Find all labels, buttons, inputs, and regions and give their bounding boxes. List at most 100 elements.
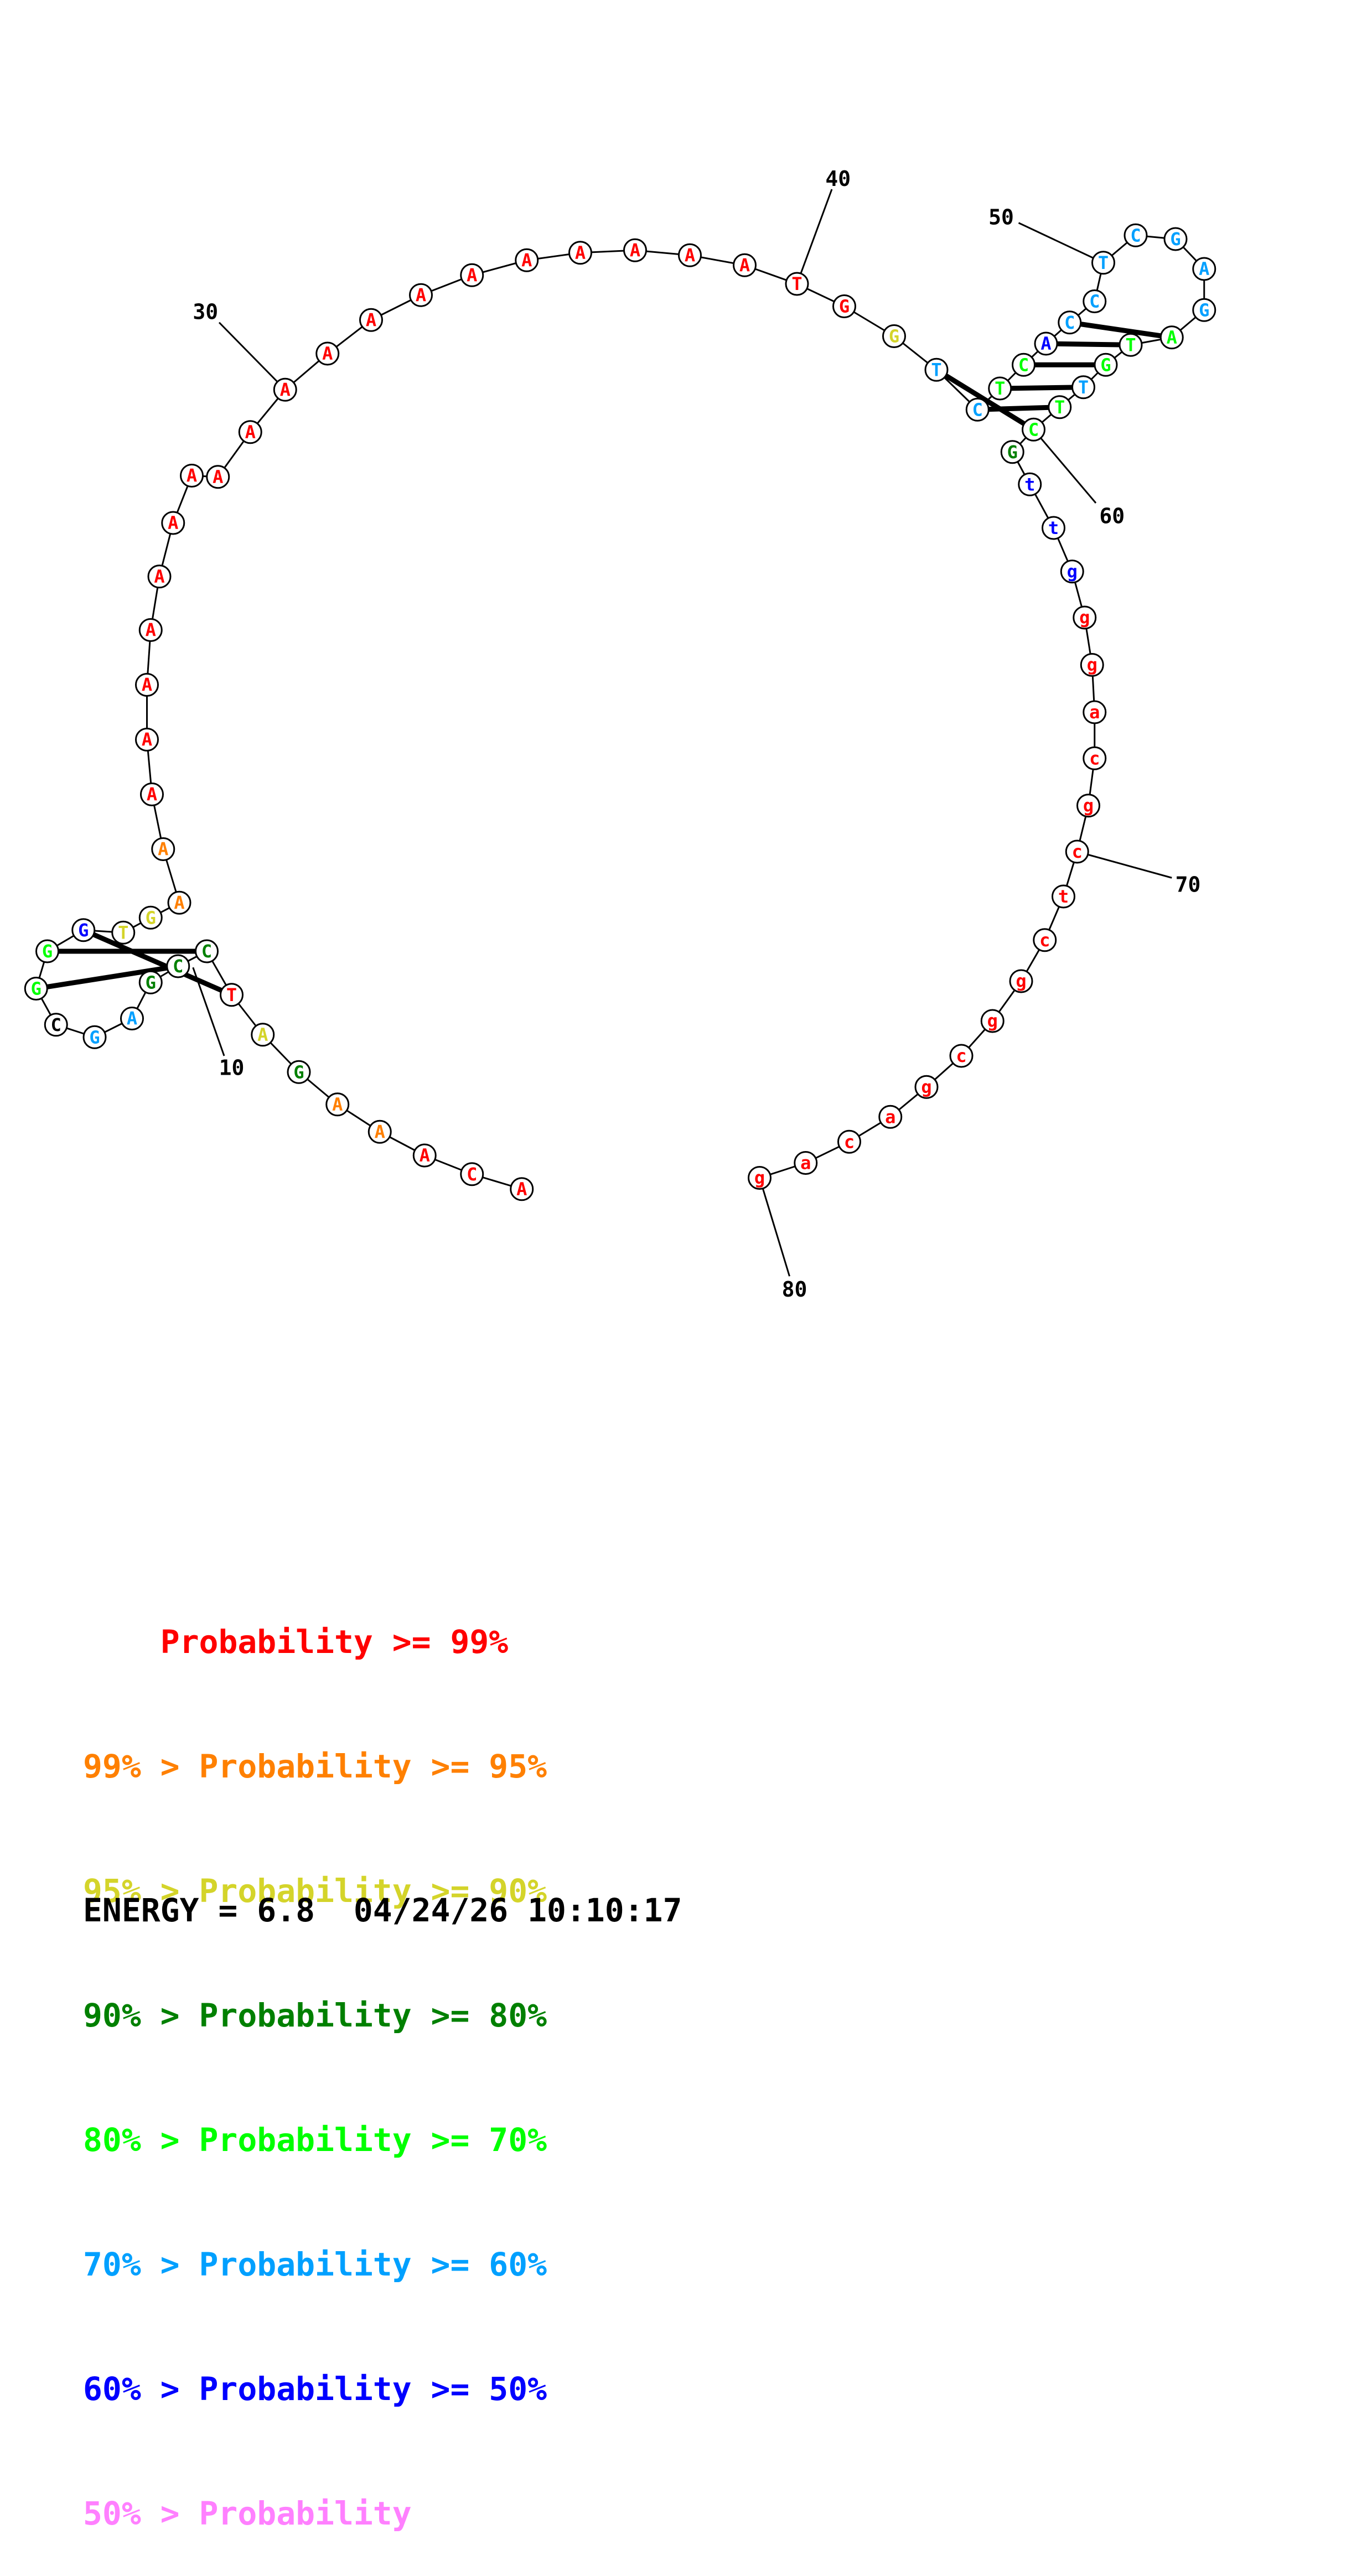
nucleotide-circle bbox=[1094, 353, 1118, 377]
nucleotide-circle bbox=[878, 1105, 903, 1129]
nucleotide: C bbox=[1124, 223, 1148, 247]
nucleotide-letter: g bbox=[921, 1076, 931, 1097]
nucleotide-circle bbox=[882, 324, 906, 348]
nucleotide-circle bbox=[515, 248, 539, 272]
nucleotide-circle bbox=[135, 673, 159, 697]
nucleotide-circle bbox=[1192, 257, 1216, 281]
legend-text: Probability >= 90% bbox=[199, 1872, 547, 1910]
nucleotide-circle bbox=[44, 1013, 68, 1037]
nucleotide-circle bbox=[1083, 746, 1107, 770]
nucleotide: G bbox=[882, 324, 906, 348]
nucleotide-letter: A bbox=[146, 620, 156, 641]
nucleotide-circle bbox=[1073, 605, 1097, 630]
nucleotide-circle bbox=[151, 837, 175, 861]
nucleotide-circle bbox=[195, 939, 219, 963]
nucleotide-letter: c bbox=[956, 1045, 966, 1066]
position-label-ticks bbox=[192, 189, 1172, 1277]
base-pair-line bbox=[935, 367, 1035, 432]
probability-legend: Probability >= 99% 99% > Probability >= … bbox=[83, 1538, 547, 2576]
nucleotide-circle bbox=[1022, 417, 1045, 442]
nucleotide: A bbox=[510, 1177, 534, 1201]
nucleotide-letter: a bbox=[800, 1153, 811, 1174]
nucleotide-circle bbox=[24, 977, 48, 1001]
position-label: 70 bbox=[1176, 873, 1201, 897]
backbone-links bbox=[35, 234, 1205, 1190]
nucleotide-letter: A bbox=[416, 284, 426, 305]
nucleotide-letter: A bbox=[168, 512, 178, 533]
nucleotide-letter: G bbox=[89, 1027, 100, 1048]
nucleotide-circle bbox=[251, 1023, 275, 1047]
nucleotide-letter: C bbox=[201, 941, 212, 962]
nucleotide: C bbox=[1058, 310, 1082, 335]
nucleotide: C bbox=[1012, 353, 1036, 377]
nucleotide-letter: G bbox=[42, 941, 53, 962]
nucleotide-circle bbox=[409, 283, 433, 307]
legend-row: Probability >= 99% bbox=[83, 1621, 547, 1663]
nucleotide: A bbox=[161, 511, 185, 535]
nucleotide-letter: A bbox=[575, 242, 586, 263]
nucleotide: A bbox=[1159, 325, 1184, 350]
nucleotide: A bbox=[238, 420, 262, 444]
nucleotide-circle bbox=[138, 618, 163, 642]
nucleotide: g bbox=[1060, 559, 1084, 584]
legend-text: Probability >= 95% bbox=[199, 1748, 547, 1785]
base-pair-line bbox=[977, 405, 1060, 412]
base-pair-line bbox=[1069, 320, 1172, 340]
nucleotide-letter: g bbox=[1083, 795, 1094, 816]
legend-prefix: 80% > bbox=[83, 2121, 199, 2159]
nucleotide-letter: T bbox=[791, 273, 802, 294]
nucleotide-circle bbox=[166, 954, 190, 978]
nucleotide: A bbox=[515, 248, 539, 272]
nucleotide: A bbox=[678, 243, 702, 267]
nucleotide: g bbox=[980, 1009, 1005, 1033]
nucleotide-letter: A bbox=[142, 729, 152, 750]
nucleotide-circle bbox=[82, 1025, 107, 1049]
position-label-line bbox=[218, 322, 286, 391]
nucleotide-circle bbox=[965, 397, 990, 422]
position-label-line bbox=[759, 1178, 790, 1277]
nucleotide: A bbox=[135, 673, 159, 697]
legend-prefix: 90% > bbox=[83, 1997, 199, 2034]
nucleotide: A bbox=[1192, 257, 1216, 281]
nucleotide-letter: A bbox=[245, 422, 256, 443]
nucleotide-circle bbox=[1034, 331, 1058, 356]
nucleotide-letter: c bbox=[844, 1131, 855, 1152]
nucleotide-circle bbox=[568, 241, 592, 265]
energy-footer: ENERGY = 6.8 04/24/26 10:10:17 bbox=[83, 1891, 682, 1929]
nucleotide: A bbox=[167, 890, 191, 915]
nucleotide-circle bbox=[1042, 516, 1065, 540]
nucleotide-letter: C bbox=[1064, 312, 1075, 333]
nucleotide-circle bbox=[1076, 794, 1100, 818]
position-label-line bbox=[796, 189, 833, 284]
nucleotide-letter: A bbox=[257, 1024, 268, 1045]
nucleotide-letter: A bbox=[516, 1179, 527, 1200]
nucleotide: T bbox=[785, 272, 809, 296]
nucleotide-letter: C bbox=[1130, 225, 1141, 246]
legend-row: 70% > Probability >= 60% bbox=[83, 2244, 547, 2285]
nucleotide-letter: A bbox=[127, 1008, 137, 1029]
nucleotide-letter: T bbox=[226, 984, 237, 1005]
nucleotide-letter: T bbox=[118, 922, 128, 943]
nucleotide: C bbox=[195, 939, 219, 963]
nucleotide: G bbox=[1163, 227, 1188, 251]
nucleotide-letter: A bbox=[174, 892, 184, 913]
nucleotide-circle bbox=[1058, 310, 1082, 335]
nucleotide-circle bbox=[1012, 353, 1036, 377]
nucleotide-letter: A bbox=[467, 265, 477, 286]
nucleotide-circle bbox=[35, 939, 59, 963]
position-label: 50 bbox=[988, 205, 1014, 230]
position-label: 40 bbox=[825, 167, 851, 191]
legend-text: Probability bbox=[199, 2495, 412, 2532]
base-pair-line bbox=[1045, 341, 1131, 348]
nucleotide-letter: g bbox=[1079, 607, 1090, 628]
nucleotide: G bbox=[82, 1025, 107, 1049]
nucleotide-circle bbox=[140, 782, 164, 806]
nucleotide-letter: A bbox=[685, 245, 695, 266]
nucleotide: G bbox=[832, 294, 856, 318]
nucleotide-circle bbox=[120, 1007, 144, 1030]
nucleotide: T bbox=[1048, 395, 1072, 419]
nucleotide-letter: G bbox=[1199, 299, 1209, 320]
legend-prefix bbox=[83, 1623, 161, 1661]
nucleotide-circle bbox=[287, 1060, 311, 1084]
